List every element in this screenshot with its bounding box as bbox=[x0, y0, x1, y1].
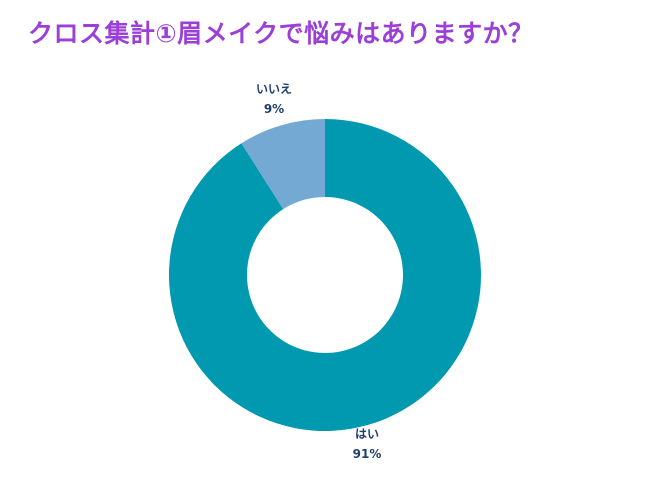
slice-percent-label: 9% bbox=[264, 102, 284, 116]
slice-hai bbox=[169, 119, 482, 432]
slice-category-label: はい bbox=[355, 427, 379, 441]
slice-iie bbox=[241, 119, 325, 210]
slice-category-label: いいえ bbox=[256, 82, 292, 96]
slice-percent-label: 91% bbox=[353, 447, 382, 461]
chart-title: クロス集計①眉メイクで悩みはありますか？ bbox=[28, 19, 534, 48]
